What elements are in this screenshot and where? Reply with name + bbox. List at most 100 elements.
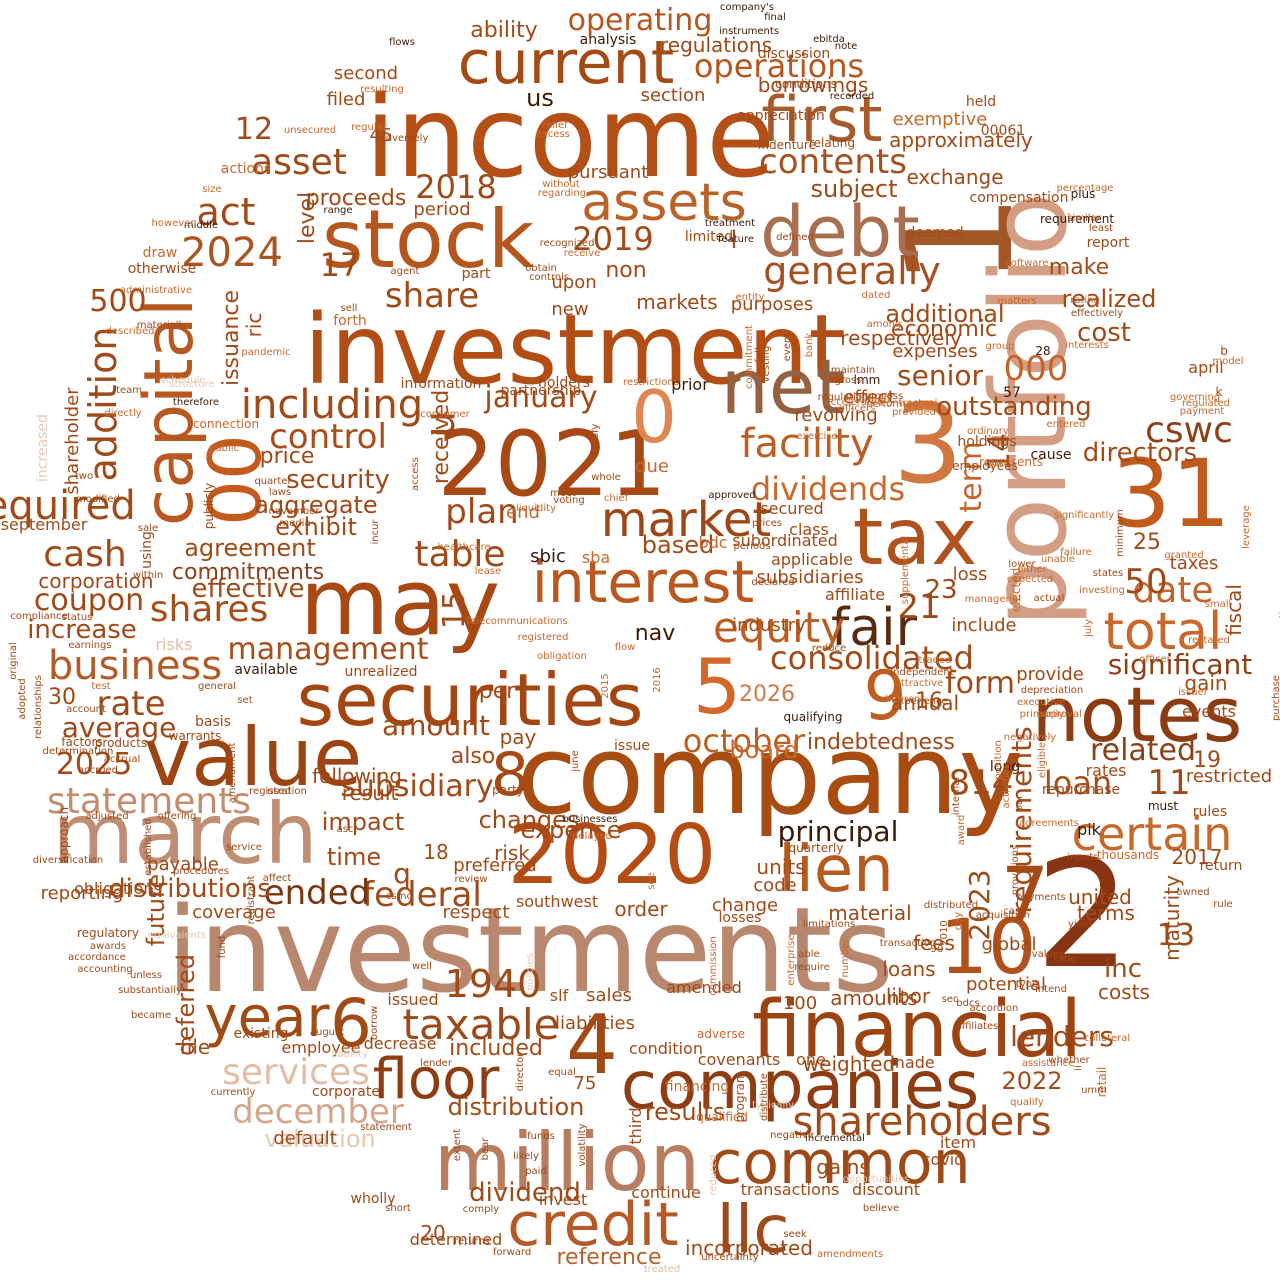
cloud-word: payment <box>1179 406 1225 417</box>
cloud-word: approved <box>708 490 756 501</box>
cloud-word: umm <box>1081 1085 1107 1096</box>
cloud-word: provisions <box>1010 844 1021 896</box>
cloud-word: first <box>761 83 883 156</box>
cloud-word: 2021 <box>437 412 667 517</box>
cloud-word: account <box>66 704 106 715</box>
cloud-word: program <box>733 1071 747 1123</box>
cloud-word: rate <box>96 684 166 724</box>
cloud-word: 5 <box>692 642 742 731</box>
cloud-word: 31 <box>1111 440 1231 549</box>
cloud-word: awards <box>90 941 126 952</box>
cloud-word: required <box>0 483 136 529</box>
cloud-word: collateral <box>1083 1033 1131 1044</box>
cloud-word: 25 <box>1133 530 1161 555</box>
cloud-word: actual <box>1033 593 1065 604</box>
cloud-word: southwest <box>515 892 599 911</box>
cloud-word: reference <box>556 1245 662 1270</box>
cloud-word: officers <box>838 403 876 414</box>
cloud-word: act <box>196 190 256 234</box>
cloud-word: level <box>295 191 320 245</box>
cloud-word: us <box>526 84 554 112</box>
cloud-word: risks <box>155 635 193 654</box>
cloud-word: common <box>709 1128 971 1198</box>
cloud-word: equivalents <box>147 930 207 941</box>
cloud-word: delayed <box>572 831 612 842</box>
cloud-word: pik <box>1077 820 1101 839</box>
cloud-word: limited <box>684 229 734 245</box>
cloud-word: typically <box>751 1100 795 1111</box>
cloud-word: indebtedness <box>806 730 956 755</box>
cloud-word: sales <box>586 985 632 1006</box>
cloud-word: accordance <box>68 952 126 963</box>
cloud-word: affect <box>262 873 292 884</box>
cloud-word: per <box>478 679 516 704</box>
cloud-word: decrease <box>363 1034 437 1053</box>
cloud-word: amounts <box>830 986 918 1010</box>
cloud-word: units <box>756 855 806 879</box>
cloud-word: volatility <box>577 1123 588 1167</box>
cloud-word: reduce <box>811 643 847 654</box>
cloud-word: april <box>1188 358 1224 377</box>
cloud-word: conditions <box>775 77 837 91</box>
cloud-word: december <box>232 1092 404 1132</box>
cloud-word: adopted <box>17 678 28 720</box>
cloud-word: assistance <box>1021 1058 1075 1069</box>
cloud-word: fair <box>831 598 917 658</box>
cloud-word: 23 <box>924 575 958 605</box>
cloud-word: seek <box>783 1229 807 1240</box>
cloud-word: shareholders <box>792 1099 1052 1145</box>
cloud-word: general <box>197 681 237 692</box>
cloud-word: prices <box>751 518 783 529</box>
cloud-word: loan <box>1043 764 1113 802</box>
cloud-word: procedures <box>173 866 229 877</box>
cloud-word: voting <box>553 495 585 506</box>
cloud-word: aggregate <box>254 491 378 519</box>
cloud-word: plan <box>445 492 519 532</box>
cloud-word: fund <box>217 935 228 959</box>
cloud-word: regulation <box>817 392 869 403</box>
cloud-word: status <box>61 612 93 623</box>
cloud-word: laws <box>268 487 292 498</box>
cloud-word: potential <box>965 974 1047 995</box>
cloud-word: significant <box>1107 648 1253 681</box>
cloud-word: september <box>0 515 88 534</box>
cloud-word: schedule <box>160 375 206 386</box>
cloud-word: registered <box>517 632 569 643</box>
cloud-word: receive <box>563 248 601 259</box>
cloud-word: relationships <box>33 675 44 739</box>
cloud-word: group <box>985 341 1015 352</box>
cloud-word: employee <box>281 1038 361 1057</box>
cloud-word: new <box>551 299 589 320</box>
cloud-word: expected <box>1006 574 1054 585</box>
cloud-word: award <box>956 814 967 846</box>
cloud-word: structure <box>169 379 215 390</box>
cloud-word: supplemental <box>900 535 911 605</box>
cloud-word: executive <box>1016 697 1066 708</box>
cloud-word: prior <box>671 375 709 394</box>
cloud-word: section <box>640 85 706 106</box>
cloud-word: experience <box>892 696 948 707</box>
cloud-word: effectively <box>1070 308 1124 319</box>
cloud-word: adverse <box>696 1027 746 1041</box>
cloud-word: floor <box>372 1047 500 1112</box>
cloud-word: approximately <box>889 128 1033 152</box>
cloud-word: 814 <box>948 763 1014 803</box>
cloud-word: 9 <box>863 657 907 736</box>
cloud-word: equity <box>712 603 846 652</box>
cloud-word: liquidity <box>516 503 556 514</box>
cloud-word: notes <box>1031 670 1243 759</box>
cloud-word: media <box>279 518 311 529</box>
cloud-word: ebitda <box>813 34 845 45</box>
cloud-word: non <box>605 258 647 283</box>
cloud-word: financing <box>664 1079 730 1095</box>
cloud-word: exhibit <box>275 513 357 541</box>
cloud-word: therefore <box>172 397 220 408</box>
cloud-word: basis <box>195 714 231 730</box>
cloud-word: covenants <box>697 1050 781 1069</box>
cloud-word: minimum <box>1115 509 1126 557</box>
cloud-word: related <box>1089 733 1197 768</box>
cloud-word: coverage <box>192 902 276 923</box>
cloud-word: dividend <box>469 1178 581 1208</box>
cloud-word: accelerated <box>824 397 884 408</box>
cloud-word: became <box>130 1010 172 1021</box>
